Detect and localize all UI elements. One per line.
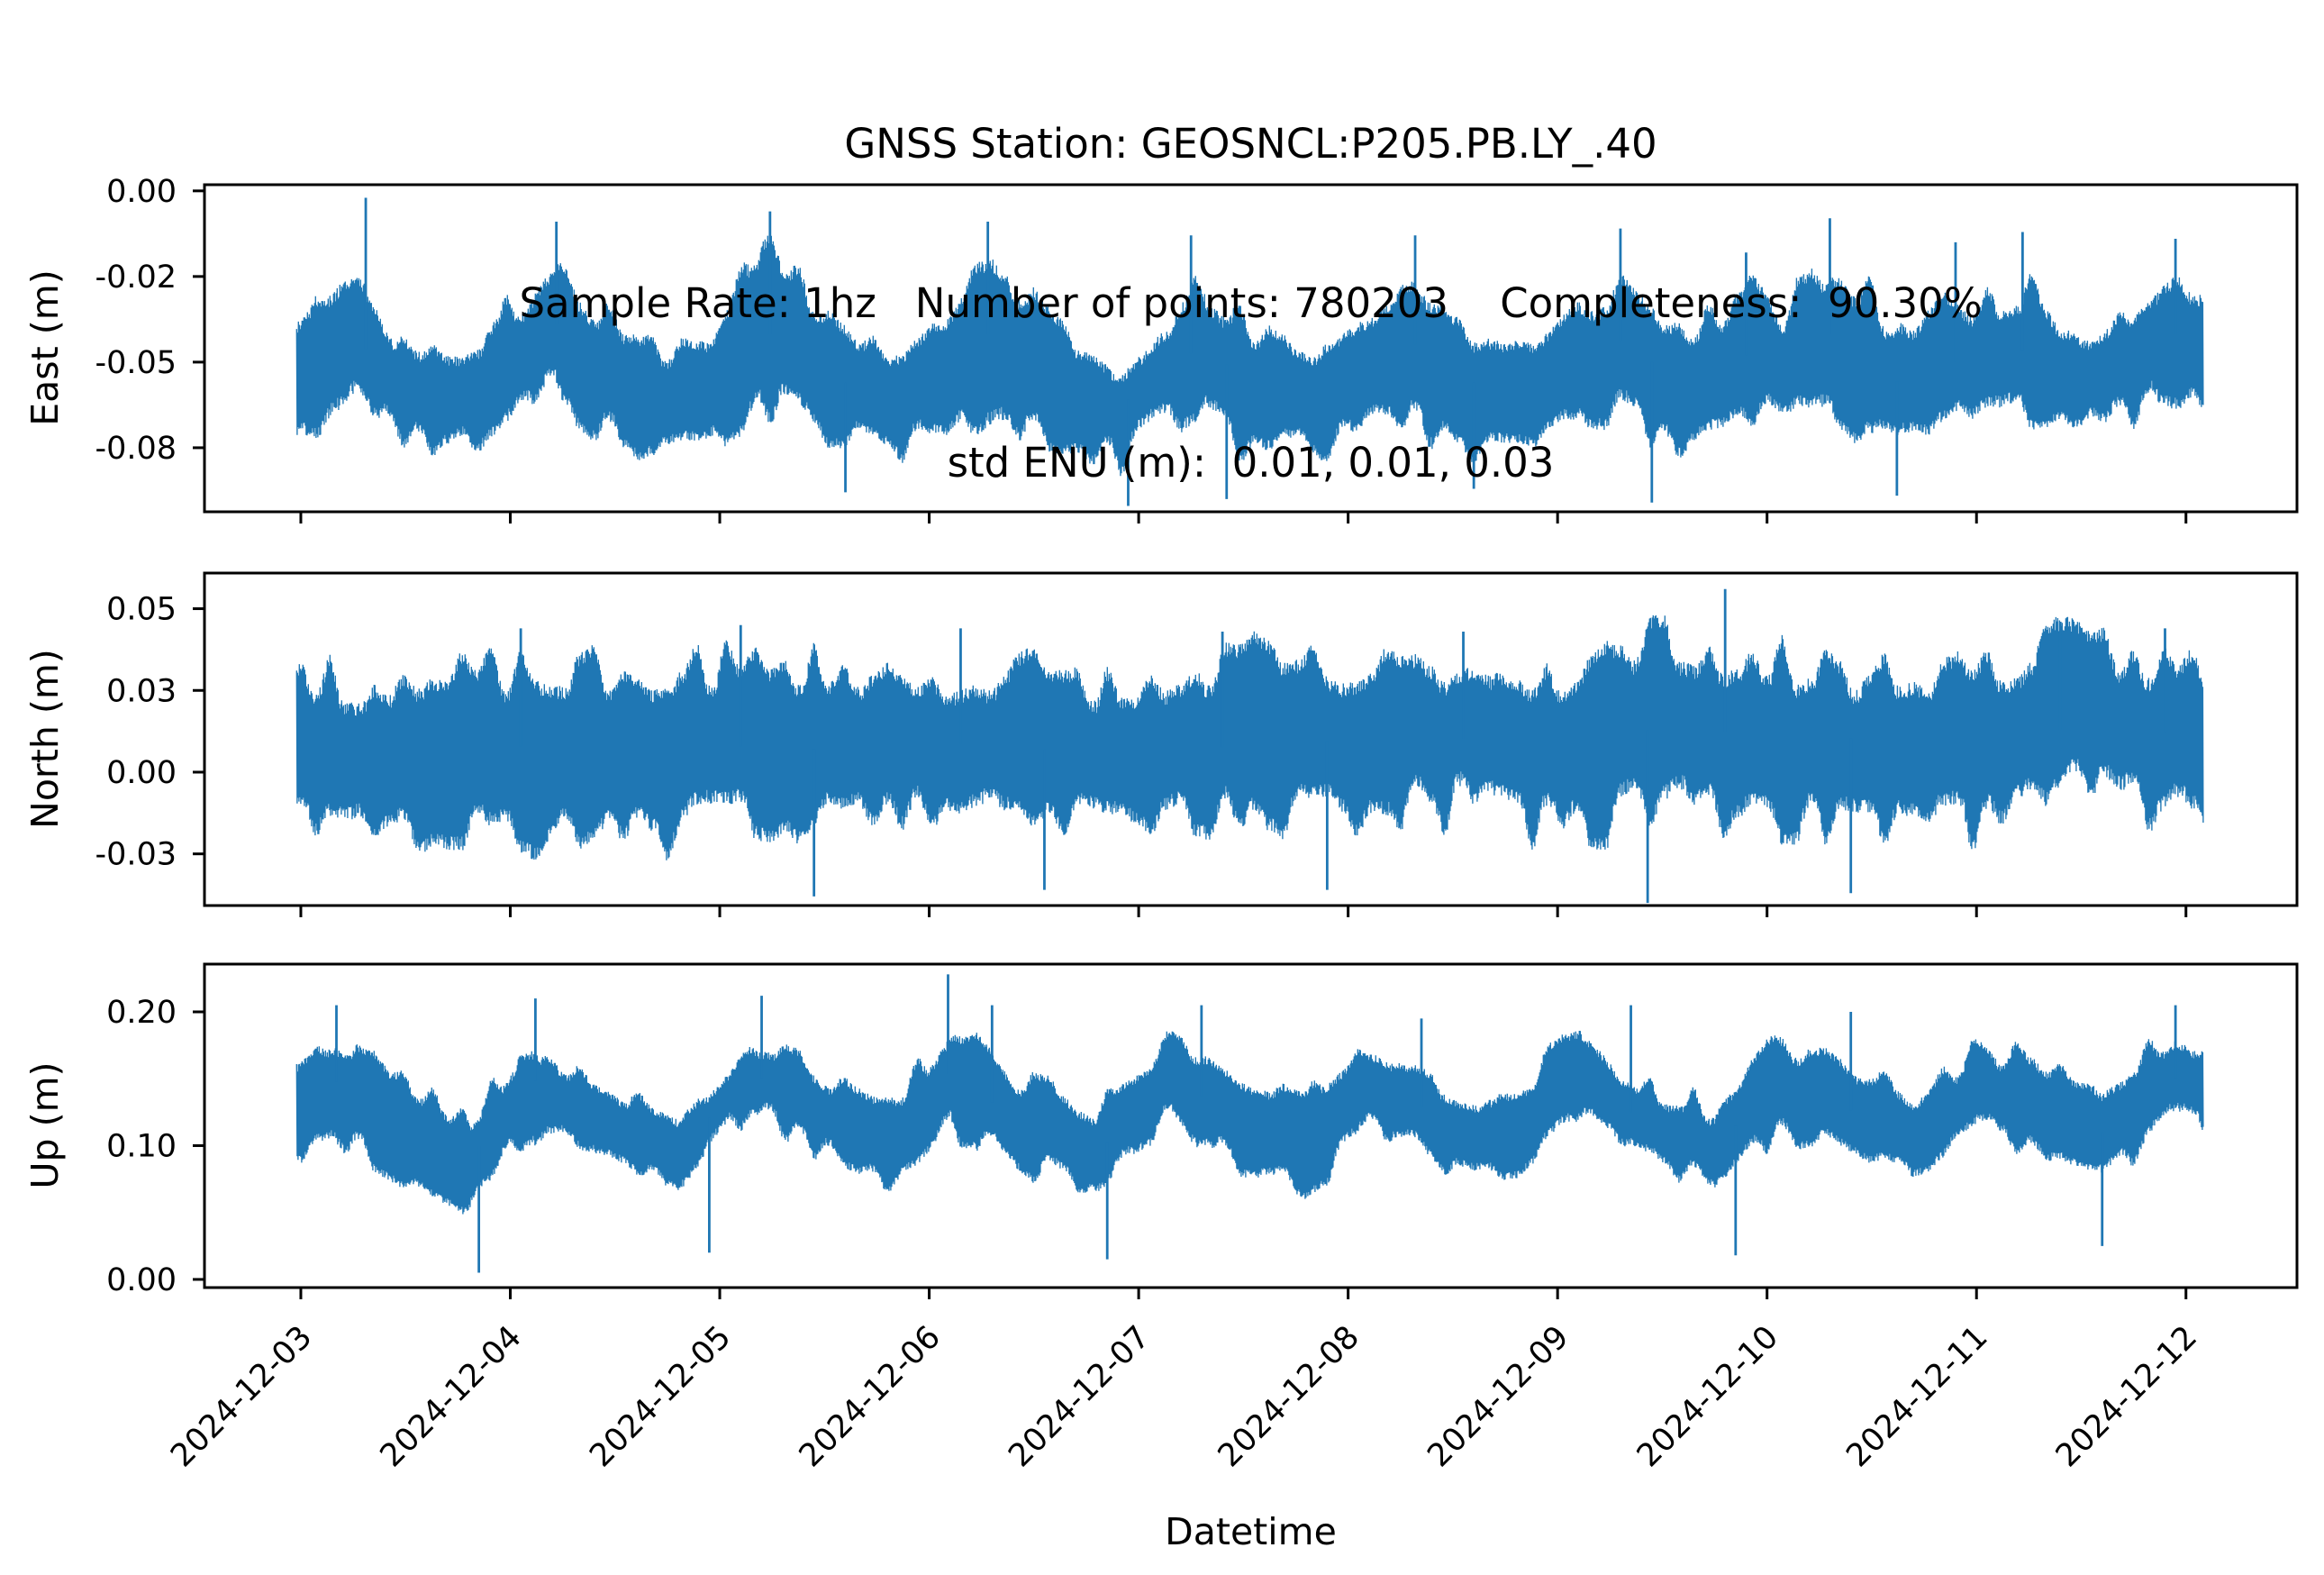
x-tick-label: 2024-12-03 <box>164 1319 319 1474</box>
ylabel-up: Up (m) <box>23 1061 67 1189</box>
title-line-std: std ENU (m): 0.01, 0.01, 0.03 <box>947 439 1555 487</box>
x-tick-label: 2024-12-05 <box>583 1319 738 1474</box>
axes-box-north <box>203 571 2299 907</box>
y-tick-label: -0.03 <box>95 837 177 873</box>
y-tick-label: 0.05 <box>106 592 177 628</box>
y-tick-label: 0.10 <box>106 1128 177 1164</box>
title-line-station: GNSS Station: GEOSNCL:P205.PB.LY_.40 <box>844 120 1657 168</box>
y-tick-label: 0.00 <box>106 755 177 791</box>
y-tick-label: -0.02 <box>95 259 177 296</box>
y-tick-label: -0.05 <box>95 345 177 381</box>
x-tick-label: 2024-12-04 <box>374 1319 529 1474</box>
series-up <box>295 1030 2204 1215</box>
y-tick-label: 0.20 <box>106 995 177 1031</box>
x-tick-label: 2024-12-12 <box>2049 1319 2204 1474</box>
chart-title: GNSS Station: GEOSNCL:P205.PB.LY_.40 Sam… <box>204 11 2297 596</box>
axes-box-east <box>203 183 2299 514</box>
x-tick-label: 2024-12-06 <box>793 1319 948 1474</box>
title-line-stats: Sample Rate: 1hz Number of points: 78020… <box>519 279 1983 327</box>
y-tick-label: 0.00 <box>106 1262 177 1298</box>
x-tick-label: 2024-12-10 <box>1630 1319 1785 1474</box>
y-tick-label: 0.00 <box>106 174 177 210</box>
y-tick-label: 0.03 <box>106 673 177 709</box>
x-tick-label: 2024-12-08 <box>1212 1319 1366 1474</box>
series-east <box>295 232 2204 477</box>
series-north <box>295 615 2204 860</box>
x-tick-label: 2024-12-07 <box>1002 1319 1157 1474</box>
y-tick-label: -0.08 <box>95 431 177 467</box>
x-tick-label: 2024-12-09 <box>1421 1319 1575 1474</box>
x-tick-label: 2024-12-11 <box>1839 1319 1994 1474</box>
xlabel-datetime: Datetime <box>1165 1510 1337 1553</box>
axes-box-up <box>203 962 2299 1289</box>
